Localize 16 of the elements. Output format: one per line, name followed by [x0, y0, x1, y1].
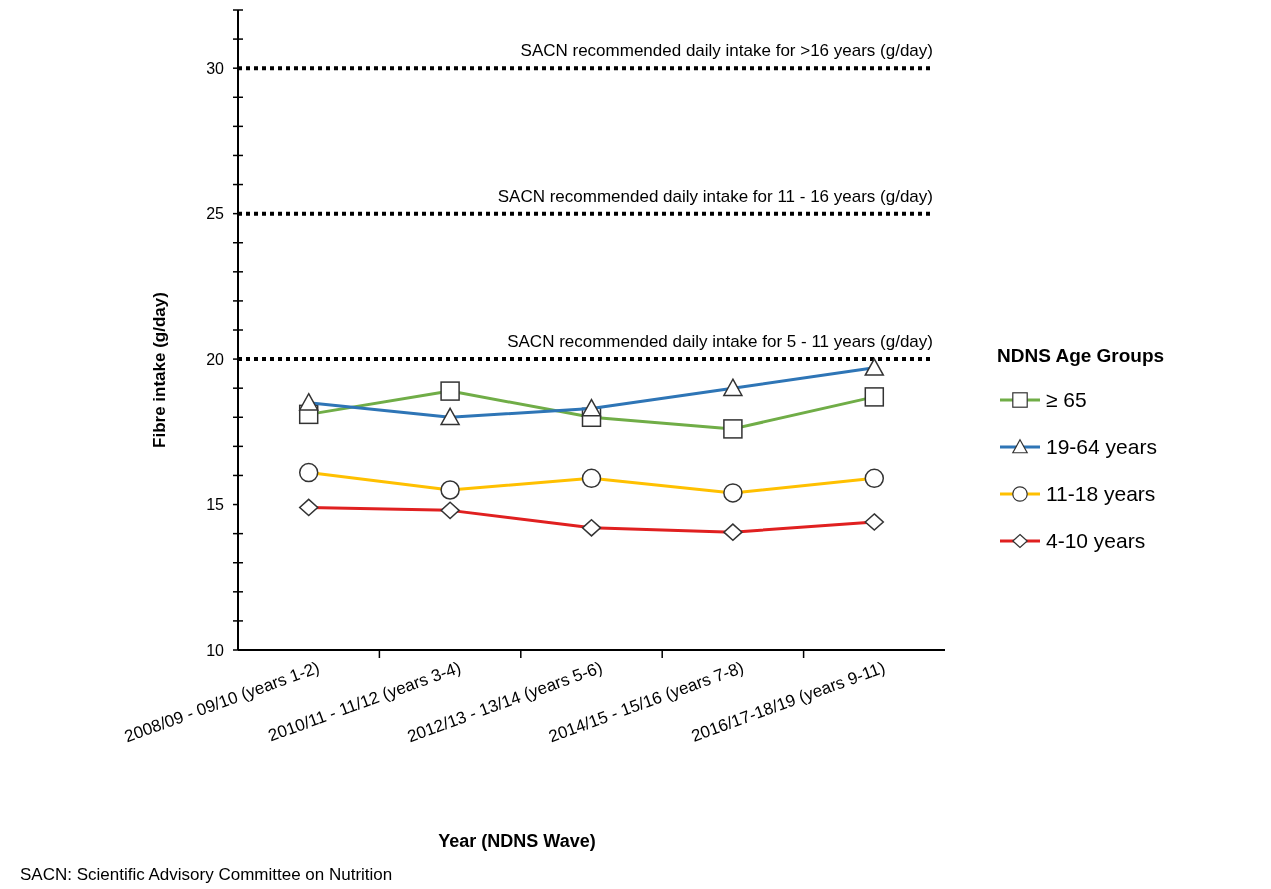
y-axis-title: Fibre intake (g/day) — [150, 292, 169, 448]
legend-label: ≥ 65 — [1046, 388, 1087, 412]
ref-line-label: SACN recommended daily intake for 5 - 11 years (g/day) — [507, 332, 933, 352]
y-tick-label: 15 — [206, 496, 225, 514]
y-tick-label: 20 — [206, 350, 225, 368]
legend-label: 4-10 years — [1046, 529, 1146, 553]
y-tick-label: 10 — [206, 641, 225, 659]
legend-label: 11-18 years — [1046, 482, 1156, 506]
legend-title: NDNS Age Groups — [997, 345, 1165, 366]
legend-label: 19-64 years — [1046, 435, 1157, 459]
y-tick-label: 25 — [206, 205, 225, 223]
ref-line-label: SACN recommended daily intake for >16 years (g/day) — [520, 41, 933, 61]
ref-line-label: SACN recommended daily intake for 11 - 16 years (g/day) — [497, 186, 933, 206]
x-axis-title: Year (NDNS Wave) — [438, 831, 596, 851]
y-tick-label: 30 — [206, 59, 225, 77]
text: SACN: Scientific Advisory Committee on Nutrition — [20, 865, 393, 884]
